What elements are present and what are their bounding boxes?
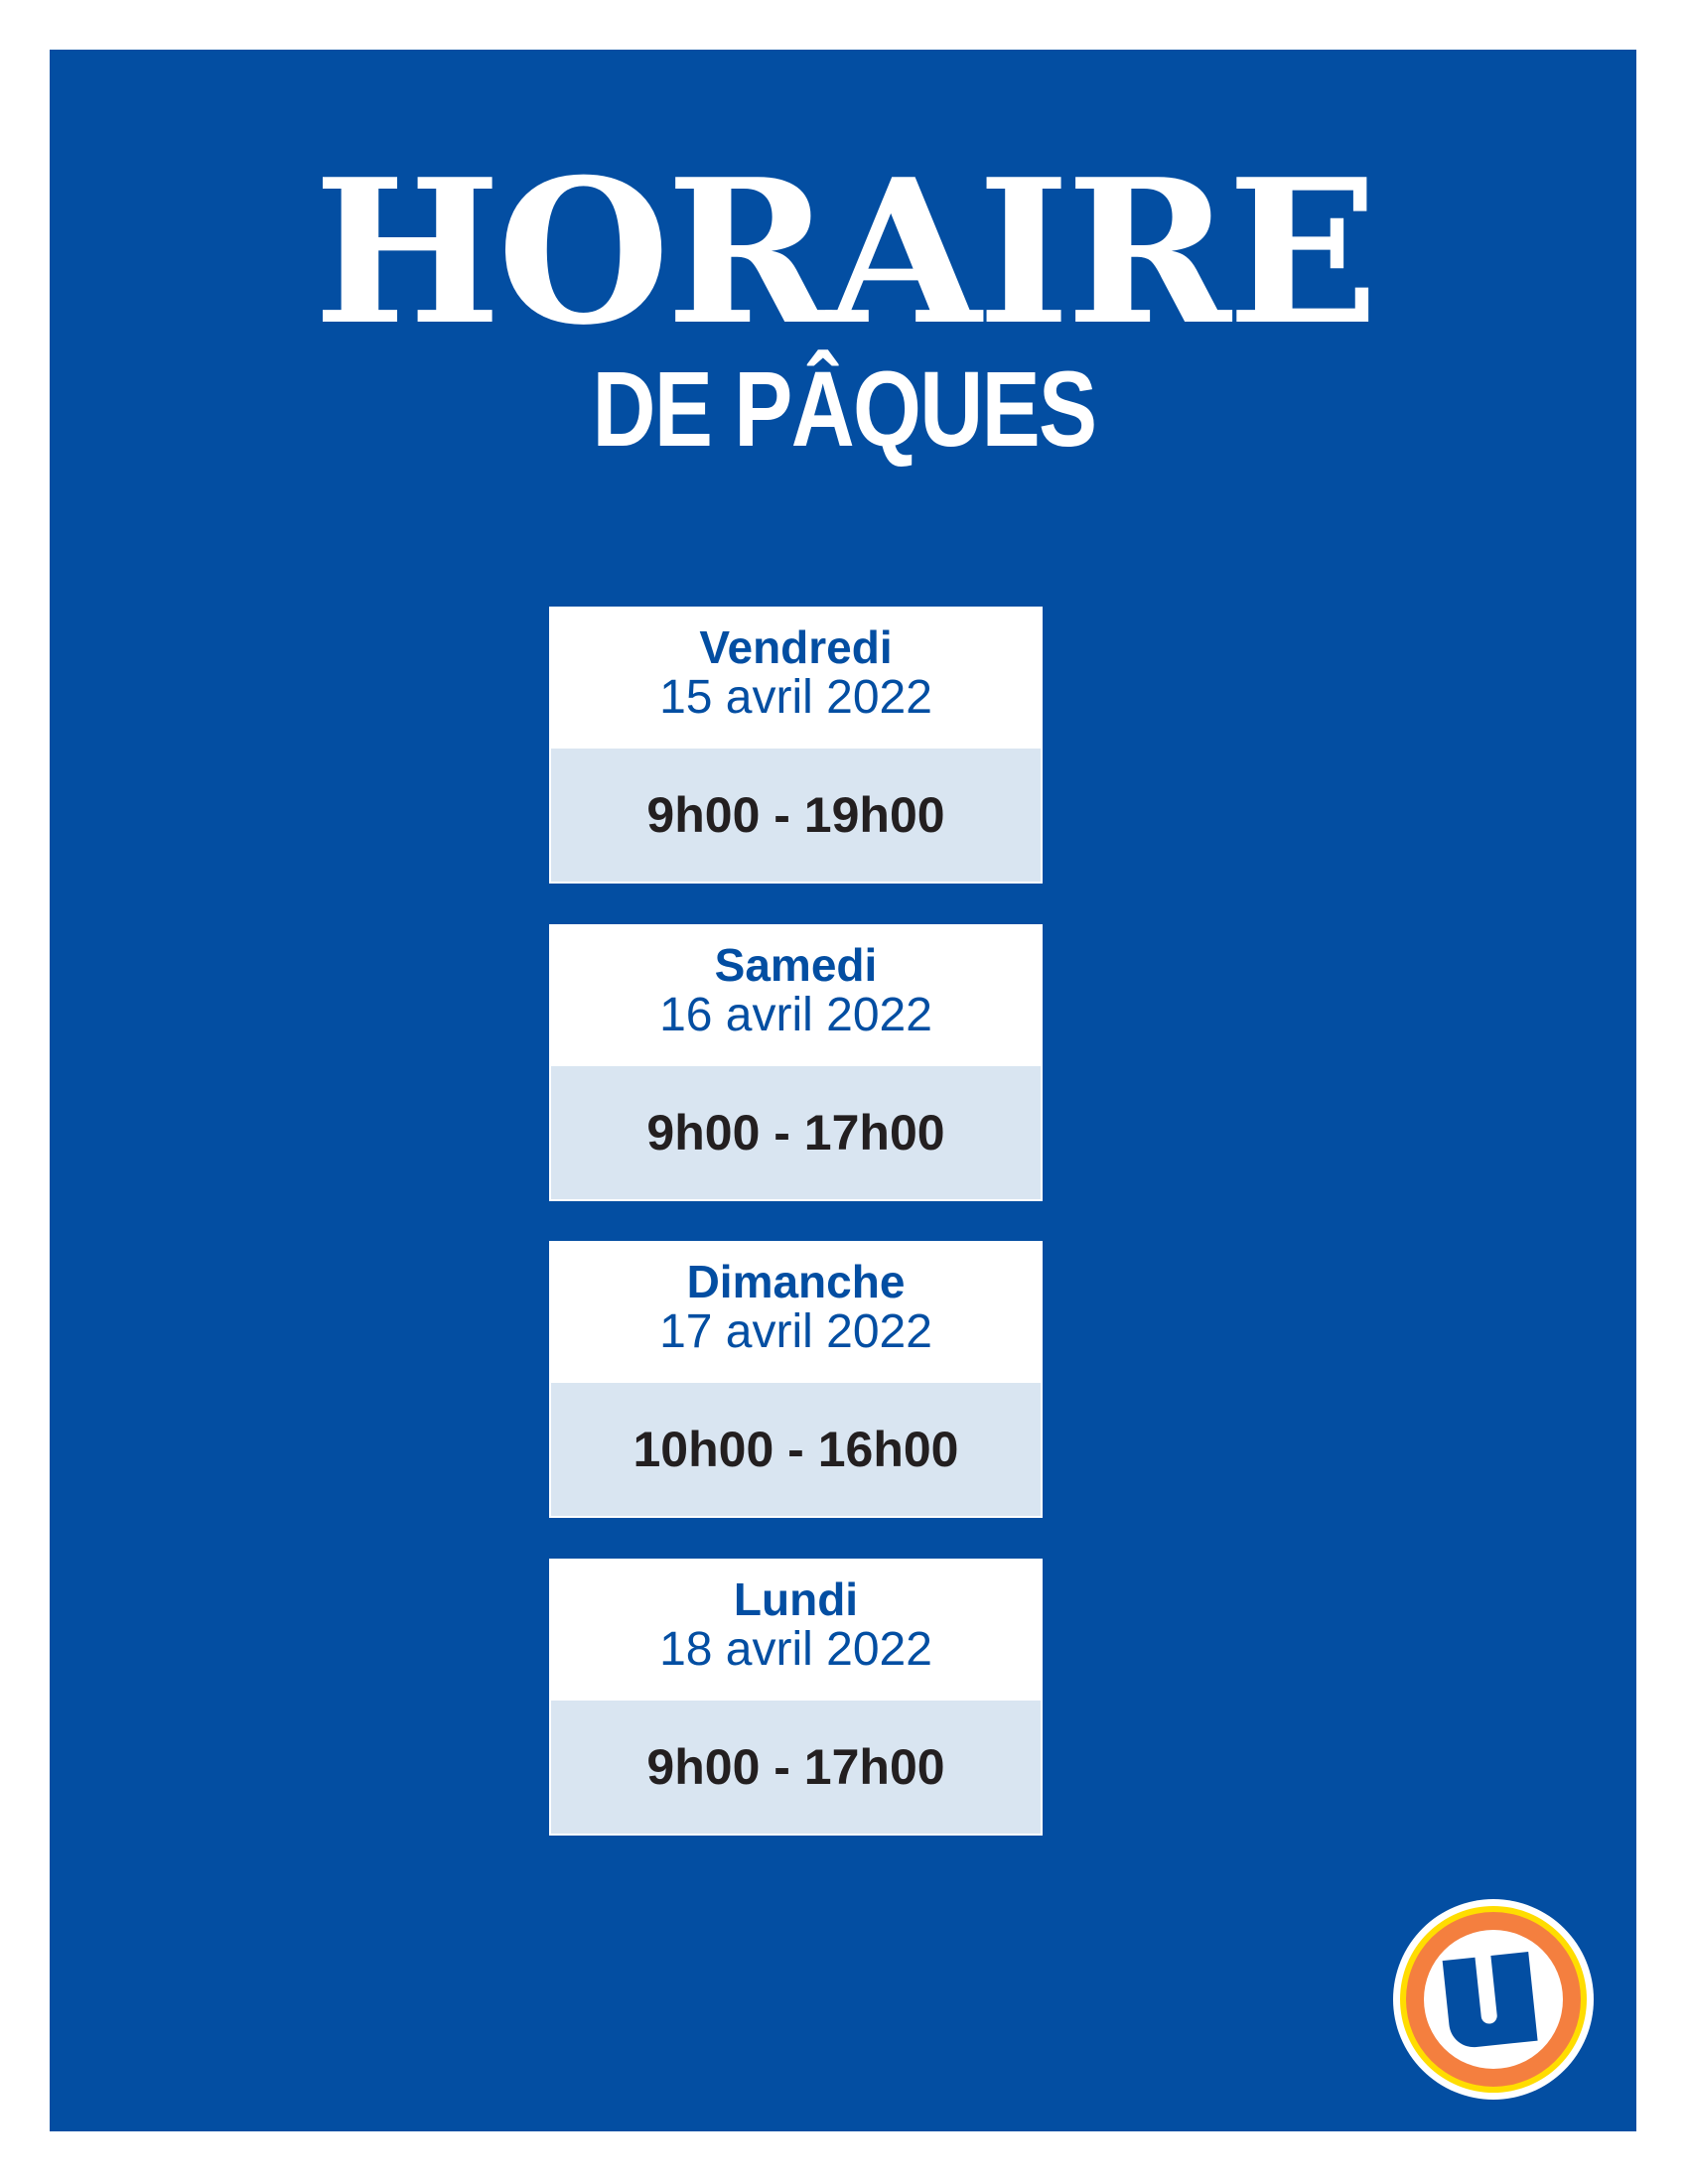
- day-name: Dimanche: [686, 1256, 906, 1307]
- page-subtitle: DE PÂQUES: [592, 348, 1098, 469]
- schedule-card: Dimanche 17 avril 2022 10h00 - 16h00: [549, 1241, 1043, 1520]
- day-name: Vendredi: [699, 621, 893, 673]
- opening-hours: 9h00 - 17h00: [549, 1066, 1043, 1201]
- day-name: Samedi: [714, 939, 878, 991]
- day-date: 18 avril 2022: [659, 1623, 932, 1676]
- opening-hours: 10h00 - 16h00: [549, 1383, 1043, 1518]
- day-date: 16 avril 2022: [659, 989, 932, 1041]
- u-brand-logo-icon: [1393, 1899, 1594, 2100]
- schedule-card: Samedi 16 avril 2022 9h00 - 17h00: [549, 924, 1043, 1203]
- day-date: 15 avril 2022: [659, 671, 932, 724]
- schedule-card: Vendredi 15 avril 2022 9h00 - 19h00: [549, 607, 1043, 886]
- schedule-card: Lundi 18 avril 2022 9h00 - 17h00: [549, 1559, 1043, 1838]
- opening-hours: 9h00 - 17h00: [549, 1701, 1043, 1836]
- day-name: Lundi: [733, 1573, 859, 1625]
- opening-hours: 9h00 - 19h00: [549, 749, 1043, 884]
- day-date: 17 avril 2022: [659, 1305, 932, 1358]
- page-title: HORAIRE: [313, 136, 1379, 369]
